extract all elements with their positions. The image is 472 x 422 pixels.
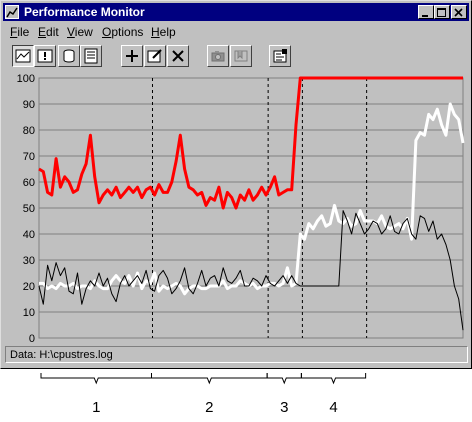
options-button[interactable] bbox=[269, 45, 291, 67]
series-line-3 bbox=[38, 210, 464, 331]
menu-help[interactable]: Help bbox=[151, 25, 176, 39]
close-button[interactable] bbox=[451, 5, 467, 19]
y-tick-label-10: 10 bbox=[23, 307, 35, 319]
phase-brackets: 1 2 3 4 bbox=[40, 373, 367, 416]
system-menu-icon[interactable] bbox=[5, 5, 19, 19]
phase-bracket-1 bbox=[40, 373, 152, 385]
delete-counter-button[interactable] bbox=[167, 45, 189, 67]
options-icon bbox=[273, 49, 287, 63]
phase-label-3: 3 bbox=[280, 399, 288, 416]
menu-help-mnemonic: H bbox=[151, 25, 160, 39]
report-view-button[interactable] bbox=[80, 45, 102, 67]
y-tick-label-20: 20 bbox=[23, 281, 35, 293]
add-counter-icon bbox=[126, 50, 138, 62]
y-tick-label-40: 40 bbox=[23, 229, 35, 241]
phase-bracket-4 bbox=[300, 373, 367, 385]
edit-counter-icon bbox=[147, 49, 162, 63]
y-tick-label-50: 50 bbox=[23, 203, 35, 215]
update-now-icon bbox=[211, 51, 225, 62]
status-bar: Data: H:\cpustres.log bbox=[5, 346, 468, 363]
log-view-icon bbox=[63, 49, 75, 63]
menu-file-mnemonic: F bbox=[10, 25, 18, 39]
status-data-label: Data: H:\cpustres.log bbox=[10, 349, 113, 361]
phase-bracket-2 bbox=[150, 373, 268, 385]
add-counter-button[interactable] bbox=[121, 45, 143, 67]
maximize-button[interactable] bbox=[434, 5, 450, 19]
phase-label-4: 4 bbox=[329, 399, 337, 416]
menu-help-label: elp bbox=[159, 25, 176, 39]
bookmark-button[interactable] bbox=[230, 45, 252, 67]
close-icon bbox=[454, 8, 463, 17]
menu-view-label: iew bbox=[74, 25, 93, 39]
title-bar[interactable]: Performance Monitor bbox=[3, 3, 469, 21]
minimize-button[interactable] bbox=[418, 5, 434, 19]
bookmark-icon bbox=[234, 50, 248, 62]
y-tick-label-100: 100 bbox=[17, 73, 35, 85]
y-tick-label-30: 30 bbox=[23, 255, 35, 267]
report-view-icon bbox=[84, 48, 98, 64]
phase-markers bbox=[151, 78, 368, 338]
series-lines bbox=[38, 76, 465, 331]
menu-edit[interactable]: Edit bbox=[38, 25, 59, 39]
menu-edit-label: dit bbox=[46, 25, 59, 39]
y-tick-label-90: 90 bbox=[23, 99, 35, 111]
series-line-1 bbox=[38, 76, 463, 210]
menu-bar: File Edit View Options Help bbox=[3, 23, 469, 41]
menu-options[interactable]: Options bbox=[102, 25, 143, 39]
menu-options-mnemonic: O bbox=[102, 25, 112, 39]
chart-view-icon bbox=[15, 49, 31, 63]
alert-view-icon bbox=[37, 49, 53, 63]
menu-options-label: ptions bbox=[111, 25, 144, 39]
window-title: Performance Monitor bbox=[24, 5, 145, 19]
edit-counter-button[interactable] bbox=[144, 45, 166, 67]
phase-label-1: 1 bbox=[92, 399, 100, 416]
menu-edit-mnemonic: E bbox=[38, 25, 47, 39]
y-tick-label-0: 0 bbox=[29, 333, 35, 345]
log-view-button[interactable] bbox=[58, 45, 80, 67]
delete-counter-icon bbox=[172, 50, 184, 62]
alert-view-button[interactable] bbox=[34, 45, 56, 67]
phase-annotations: 1 2 3 4 bbox=[40, 373, 367, 416]
y-tick-label-80: 80 bbox=[23, 125, 35, 137]
chart-view-button[interactable] bbox=[12, 45, 34, 67]
phase-bracket-3 bbox=[266, 373, 302, 385]
y-tick-label-60: 60 bbox=[23, 177, 35, 189]
minimize-icon bbox=[422, 15, 428, 17]
toolbar bbox=[3, 44, 469, 68]
menu-view[interactable]: View bbox=[67, 25, 93, 39]
maximize-icon bbox=[437, 8, 446, 17]
y-tick-label-70: 70 bbox=[23, 151, 35, 163]
menu-file-label: ile bbox=[17, 25, 30, 39]
menu-view-mnemonic: V bbox=[67, 25, 75, 39]
update-now-button[interactable] bbox=[207, 45, 229, 67]
phase-label-2: 2 bbox=[205, 399, 213, 416]
menu-file[interactable]: File bbox=[10, 25, 29, 39]
performance-monitor-window: Performance Monitor File Edit View Optio… bbox=[0, 0, 472, 369]
